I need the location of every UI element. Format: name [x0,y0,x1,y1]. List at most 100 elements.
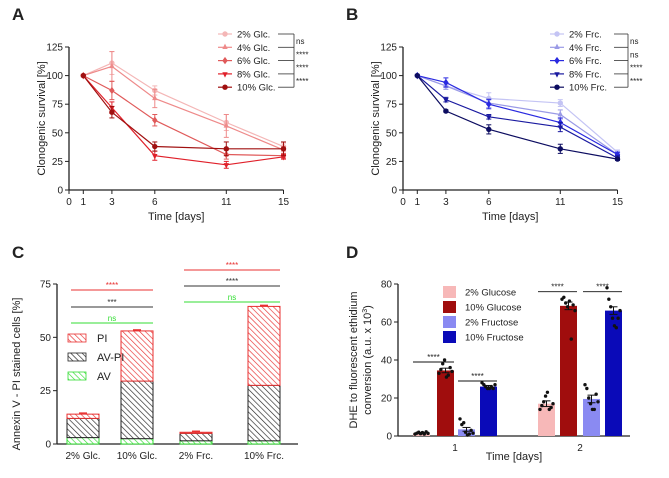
x-tick-label: 2% Glc. [65,451,100,462]
data-point [222,72,228,78]
bar [480,386,497,436]
bar-segment-pi [120,330,154,382]
y-tick-label: 40 [381,356,393,367]
legend-label: 4% Frc. [569,43,602,54]
x-axis-label: Time [days] [148,211,204,223]
data-point [441,362,445,366]
legend-item: 2% Frc. [550,30,602,41]
x-axis-label: Time [days] [486,451,542,463]
legend-item: 4% Frc. [550,43,602,54]
significance-label: ns [296,37,304,46]
data-point [557,110,563,117]
data-point [80,72,87,79]
bar [538,403,555,436]
bar-segment-pi [247,305,281,386]
data-point [437,371,441,375]
x-tick-label: 3 [109,197,115,208]
legend-item: 6% Frc. [550,56,602,67]
data-point [614,156,621,162]
data-point [152,116,158,124]
data-point [554,72,560,78]
data-point [551,402,555,406]
data-point [594,392,598,396]
y-axis-label: Clonogenic survival [%] [36,61,48,175]
bar [605,310,622,436]
data-point [486,115,492,121]
significance-label: **** [296,50,308,59]
x-axis-label: Time [days] [482,211,538,223]
ylabel-superscript: 3 [362,309,369,313]
y-axis-label-line1: DHE to fluorescent ethidium [348,292,360,429]
legend-label: 10% Fructose [465,333,524,344]
legend-swatch [67,371,87,381]
data-point [545,390,550,394]
data-point [152,94,158,101]
legend-swatch [443,301,456,313]
data-point [109,86,115,95]
series-8-frc- [414,73,621,162]
data-point [607,297,611,301]
data-point [414,72,420,79]
x-tick-label: 15 [612,197,624,208]
legend-label: 10% Frc. [569,83,607,94]
data-point [469,428,473,432]
bar-segment-pi [179,431,213,434]
significance-label: **** [226,261,238,270]
y-tick-label: 0 [45,440,51,451]
x-tick-label: 11 [221,197,232,208]
significance-label: **** [226,277,238,286]
x-tick-label: 3 [443,197,449,208]
data-point [152,143,158,150]
panel-c-chart: 0 25 50 75 Annexin V - PI stained cells [%] 2… [11,261,298,462]
panel-label-c: C [12,243,24,262]
significance-label: ns [228,293,236,302]
data-point [222,43,228,49]
significance-label: **** [471,372,483,381]
x-tick-label: 15 [278,197,290,208]
data-point [538,407,542,412]
y-tick-label: 100 [46,71,63,82]
y-tick-label: 100 [380,71,397,82]
y-tick-label: 125 [46,43,63,54]
legend-label: 2% Glucose [465,288,516,299]
data-point [448,365,452,370]
data-point [569,337,573,341]
legend-item: 4% Glc. [218,43,270,54]
x-tick-label: 0 [66,197,72,208]
data-point [567,299,572,303]
legend-label: PI [97,333,107,345]
significance-label: **** [296,77,308,86]
data-point [609,305,613,309]
y-tick-label: 125 [380,43,397,54]
data-point [618,308,622,313]
x-tick-label: 1 [415,197,421,208]
series-10-glc- [80,72,287,157]
data-point [467,432,471,436]
data-point [554,84,560,90]
data-point [571,303,575,307]
significance-label: *** [107,298,116,307]
data-point [152,153,158,160]
legend-label: 10% Glc. [237,83,276,94]
data-point [554,43,560,49]
legend-swatch [67,333,87,343]
legend-item: 10% Glc. [218,83,276,94]
y-tick-label: 25 [52,157,64,168]
data-point [557,100,563,106]
data-point [562,295,566,299]
ylabel-end: ) [362,305,374,309]
y-tick-label: 20 [381,394,393,405]
data-point [450,369,454,374]
y-tick-label: 50 [52,128,64,139]
significance-label: ns [630,50,638,59]
significance-label: **** [427,353,439,362]
y-tick-label: 25 [40,386,52,397]
data-point [222,84,228,90]
significance-label: ns [630,37,638,46]
bar-segment-av-pi [120,380,154,440]
legend-label: 4% Glc. [237,43,270,54]
data-point [616,316,620,320]
